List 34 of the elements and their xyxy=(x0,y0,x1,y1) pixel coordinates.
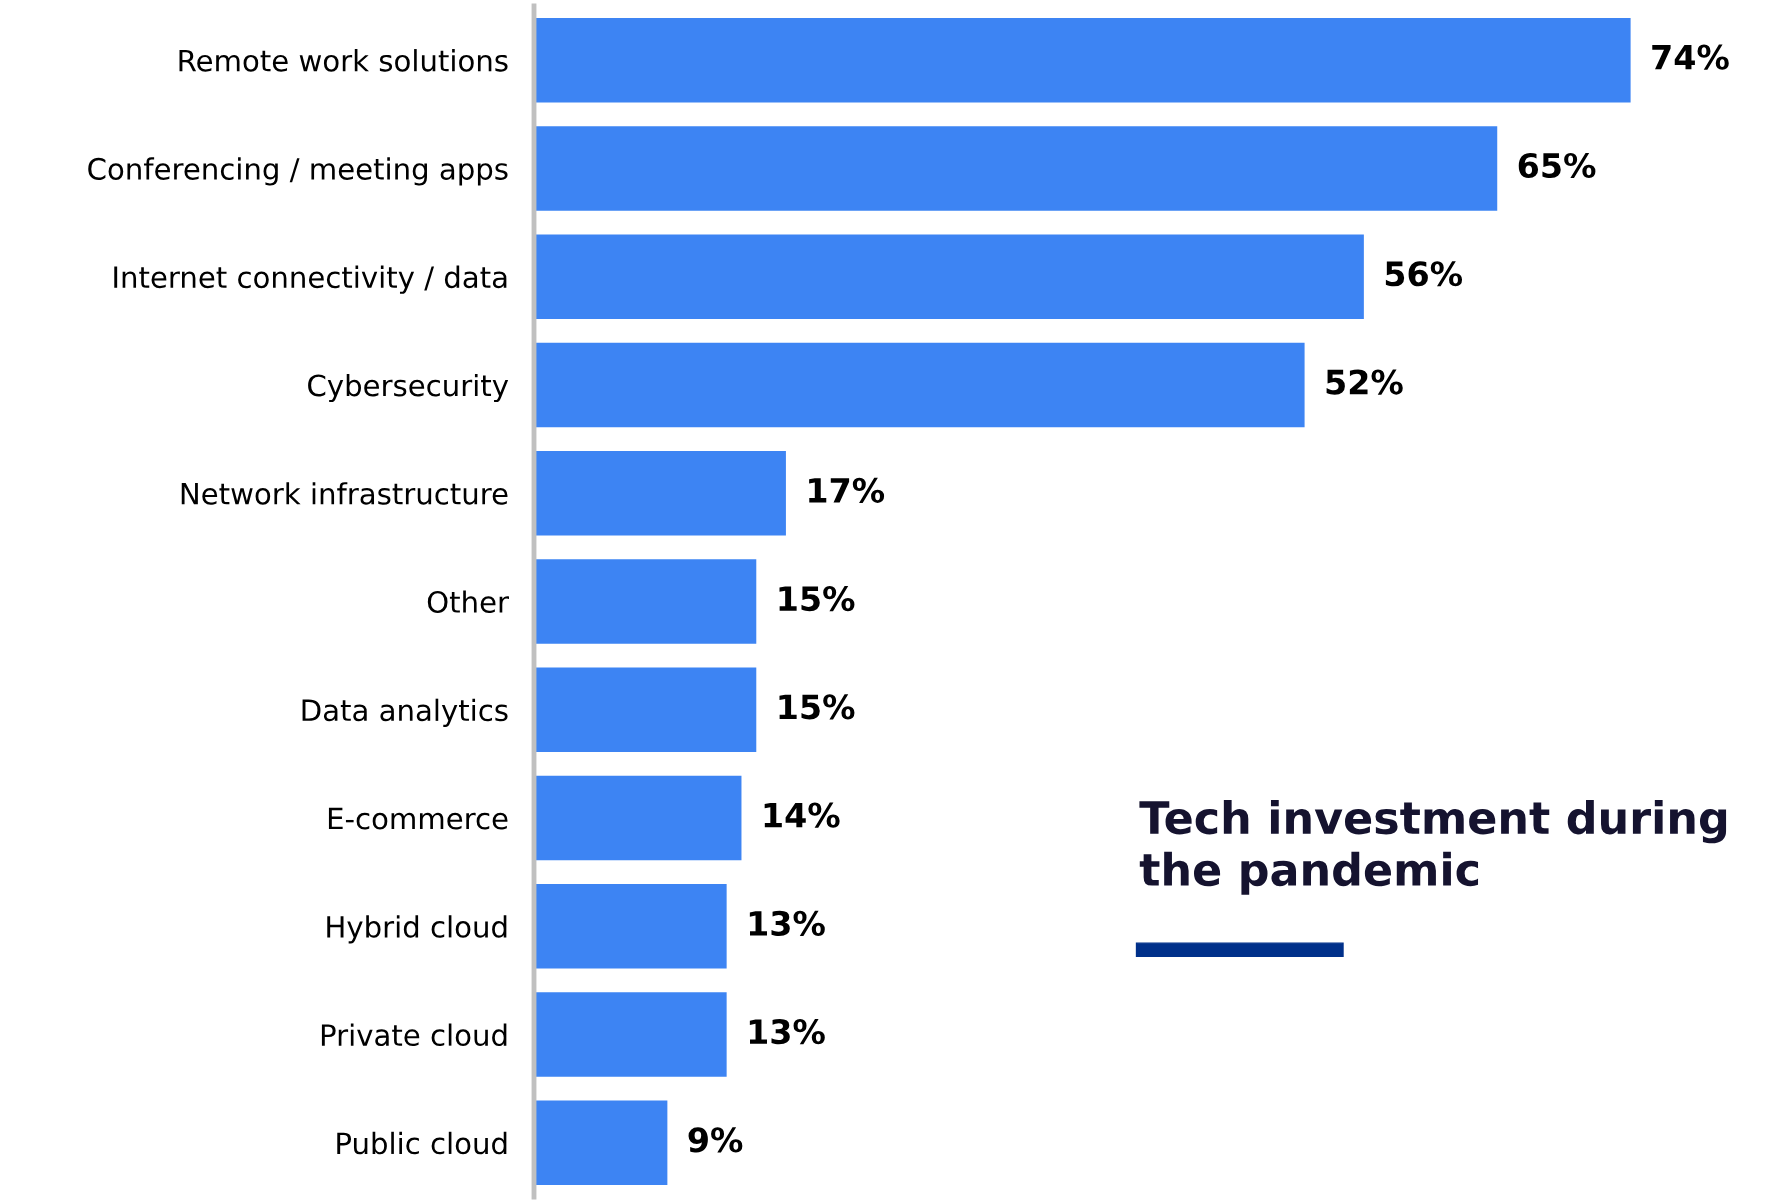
bar xyxy=(534,234,1364,319)
bar xyxy=(534,884,727,969)
y-tick-label: Network infrastructure xyxy=(181,482,508,505)
y-tick-label: Remote work solutions xyxy=(179,49,508,72)
data-label: 13% xyxy=(749,910,825,936)
data-label: 56% xyxy=(1385,261,1463,287)
bar xyxy=(534,17,1631,103)
bar xyxy=(534,1100,668,1186)
y-tick-label: Hybrid cloud xyxy=(327,915,507,944)
y-tick-label: Private cloud xyxy=(321,1023,507,1047)
data-label: 13% xyxy=(749,1019,825,1045)
bar xyxy=(534,775,742,861)
data-label: 65% xyxy=(1518,152,1596,179)
y-tick-label: Internet connectivity / data xyxy=(114,265,507,294)
text: Tech investment during the pandemic xyxy=(1139,799,1727,895)
y-tick-label: Conferencing / meeting apps xyxy=(88,157,508,186)
data-label: 15% xyxy=(779,585,855,612)
y-tick-label: Cybersecurity xyxy=(308,373,509,403)
y-tick-label: Other xyxy=(427,590,509,613)
bar xyxy=(534,992,727,1077)
bar xyxy=(534,667,757,752)
data-label: 9% xyxy=(688,1127,743,1153)
data-label: 74% xyxy=(1652,44,1729,70)
y-tick-label: Data analytics xyxy=(302,698,508,727)
data-label: 52% xyxy=(1326,369,1403,395)
bar xyxy=(534,451,786,536)
bar xyxy=(534,126,1498,211)
bar xyxy=(534,559,757,644)
bar xyxy=(534,342,1305,428)
data-label: 14% xyxy=(764,802,840,828)
data-label: 17% xyxy=(809,477,885,503)
data-label: 15% xyxy=(779,694,855,720)
y-tick-label: E-commerce xyxy=(328,807,508,830)
y-tick-label: Public cloud xyxy=(337,1131,507,1155)
